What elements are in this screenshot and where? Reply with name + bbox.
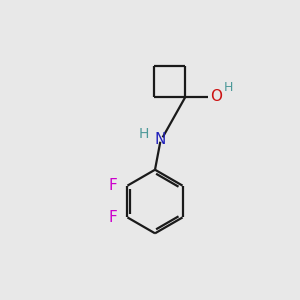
Text: O: O (210, 89, 222, 104)
Text: N: N (154, 132, 166, 147)
Text: H: H (139, 128, 149, 141)
Text: H: H (224, 81, 233, 94)
Text: F: F (109, 178, 118, 193)
Text: F: F (109, 210, 118, 225)
